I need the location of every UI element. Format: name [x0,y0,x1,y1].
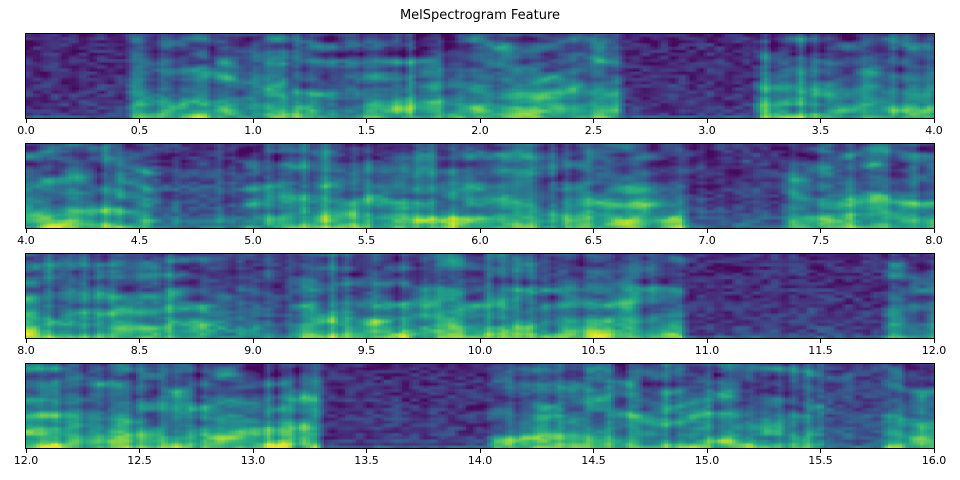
x-tick-label: 4.5 [130,234,149,247]
x-tick-label: 11.0 [694,344,720,357]
x-tick-label: 15.5 [808,454,833,467]
x-tick-label: 6.5 [584,234,603,247]
x-tick-mark [25,229,27,233]
x-tick-mark [366,229,367,233]
x-tick-label: 10.5 [581,344,606,357]
x-tick-label: 8.0 [925,234,943,247]
x-tick-mark [820,449,821,453]
mel-spectrogram-canvas-1 [26,34,934,118]
mel-spectrogram-canvas-2 [26,144,934,228]
x-tick-mark [820,339,821,343]
x-tick-label: 0.5 [130,124,149,137]
axes-frame-3 [25,253,935,339]
chart-title: MelSpectrogram Feature [399,8,561,23]
mel-spectrogram-canvas-4 [26,364,934,448]
axes-frame-4 [25,363,935,449]
x-tick-label: 8.5 [130,344,149,357]
x-tick-label: 12.5 [127,454,152,467]
x-tick-mark [479,339,481,343]
x-tick-label: 3.5 [811,124,830,137]
x-tick-mark [706,449,708,453]
x-tick-mark [593,229,594,233]
x-tick-label: 12.0 [13,454,39,467]
x-tick-mark [366,339,367,343]
x-tick-mark [933,449,935,453]
subplot-row-2: 4.0 4.5 5.0 5.5 6.0 6.5 7.0 7.5 8.0 [17,143,943,253]
x-tick-mark [252,449,254,453]
x-tick-mark [479,229,481,233]
mel-spectrogram-canvas-3 [26,254,934,338]
x-tick-label: 2.0 [471,124,489,137]
x-tick-mark [479,119,481,123]
x-tick-mark [479,449,481,453]
x-tick-label: 7.0 [698,234,716,247]
x-tick-label: 9.5 [357,344,376,357]
x-tick-label: 7.5 [811,234,830,247]
x-tick-mark [706,229,708,233]
x-tick-label: 3.0 [698,124,716,137]
x-tick-mark [139,449,140,453]
x-tick-label: 4.0 [17,234,35,247]
subplot-row-3: 8.0 8.5 9.0 9.5 10.0 10.5 11.0 11.5 12.0 [17,253,946,363]
x-tick-label: 1.0 [244,124,262,137]
x-tick-label: 13.0 [240,454,266,467]
x-tick-mark [139,229,140,233]
x-tick-mark [593,449,594,453]
x-tick-mark [366,119,367,123]
x-tick-label: 4.0 [925,124,943,137]
x-tick-label: 0.0 [17,124,35,137]
x-tick-mark [820,229,821,233]
x-tick-label: 16.0 [921,454,947,467]
x-tick-mark [820,119,821,123]
x-tick-label: 6.0 [471,234,489,247]
x-tick-mark [25,119,27,123]
x-tick-label: 15.0 [694,454,720,467]
x-tick-mark [25,339,27,343]
x-tick-label: 14.0 [467,454,493,467]
x-tick-mark [933,339,935,343]
x-tick-label: 2.5 [584,124,603,137]
subplot-row-1: 0.0 0.5 1.0 1.5 2.0 2.5 3.0 3.5 4.0 [17,33,943,143]
x-tick-label: 14.5 [581,454,606,467]
x-tick-mark [252,339,254,343]
x-tick-label: 10.0 [467,344,493,357]
x-tick-label: 11.5 [808,344,833,357]
x-tick-mark [706,119,708,123]
x-tick-label: 1.5 [357,124,376,137]
x-tick-mark [139,339,140,343]
x-tick-mark [252,229,254,233]
x-tick-label: 13.5 [354,454,379,467]
x-tick-mark [593,339,594,343]
x-tick-mark [25,449,27,453]
subplot-row-4: 12.0 12.5 13.0 13.5 14.0 14.5 15.0 15.5 16.0 [14,363,946,473]
x-tick-mark [933,119,935,123]
axes-frame-2 [25,143,935,229]
x-tick-mark [593,119,594,123]
x-tick-label: 5.5 [357,234,376,247]
x-tick-mark [933,229,935,233]
axes-frame-1 [25,33,935,119]
x-tick-label: 5.0 [244,234,262,247]
x-tick-label: 9.0 [244,344,262,357]
x-tick-mark [139,119,140,123]
x-tick-mark [706,339,708,343]
x-tick-mark [366,449,367,453]
x-tick-label: 12.0 [921,344,947,357]
x-tick-mark [252,119,254,123]
x-tick-label: 8.0 [17,344,35,357]
